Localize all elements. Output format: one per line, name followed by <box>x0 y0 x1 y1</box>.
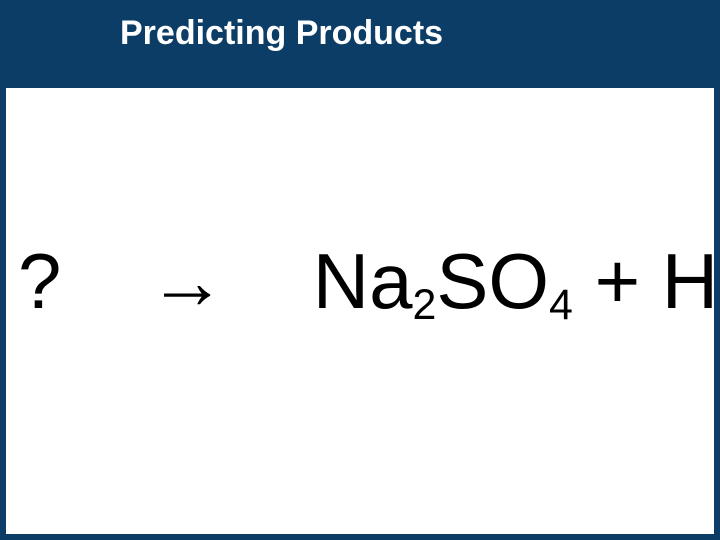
equation-spacer2 <box>248 237 291 325</box>
equation-product: Na2SO4 + HCl <box>313 237 720 325</box>
content-area: ? → Na2SO4 + HCl <box>6 88 714 534</box>
slide-frame: Predicting Products ? → Na2SO4 + HCl <box>0 0 720 540</box>
equation-arrow: → <box>148 237 226 325</box>
chemical-equation: ? → Na2SO4 + HCl <box>18 236 702 327</box>
equation-reactant: ? <box>18 237 61 325</box>
slide-title: Predicting Products <box>120 14 443 53</box>
title-bar: Predicting Products <box>0 0 720 88</box>
equation-spacer1 <box>83 237 126 325</box>
